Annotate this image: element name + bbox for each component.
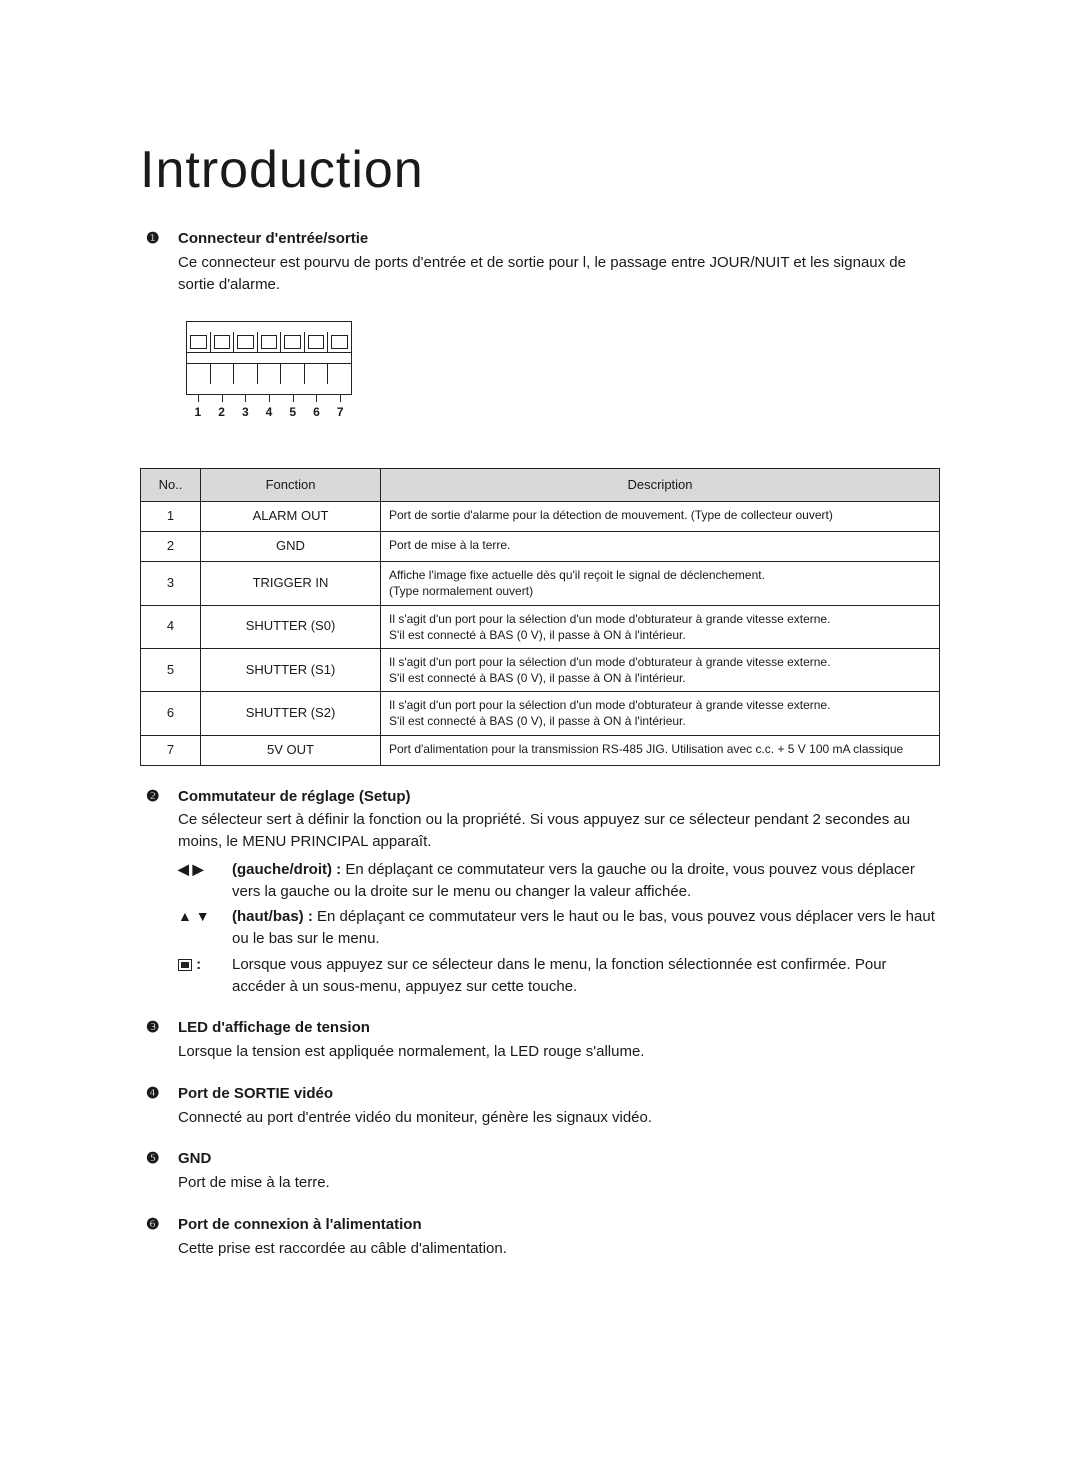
marker-5: ❺	[146, 1148, 164, 1170]
th-no: No..	[141, 468, 201, 502]
cell-fn: SHUTTER (S0)	[201, 605, 381, 648]
section-5-text: Port de mise à la terre.	[178, 1172, 940, 1194]
cell-fn: TRIGGER IN	[201, 562, 381, 605]
cell-desc: Affiche l'image fixe actuelle dès qu'il …	[381, 562, 940, 605]
section-2-title: Commutateur de réglage (Setup)	[178, 786, 411, 808]
switch-left-right: ◀ ▶ (gauche/droit) : En déplaçant ce com…	[178, 859, 940, 903]
table-row: 4SHUTTER (S0)Il s'agit d'un port pour la…	[141, 605, 940, 648]
marker-1: ❶	[146, 228, 164, 250]
th-desc: Description	[381, 468, 940, 502]
cell-fn: 5V OUT	[201, 735, 381, 765]
section-1-text: Ce connecteur est pourvu de ports d'entr…	[178, 252, 940, 296]
marker-4: ❹	[146, 1083, 164, 1105]
section-1-title: Connecteur d'entrée/sortie	[178, 228, 368, 250]
cell-desc: Port de mise à la terre.	[381, 532, 940, 562]
enter-icon: :	[178, 954, 224, 998]
switch-up-down: ▲ ▼ (haut/bas) : En déplaçant ce commuta…	[178, 906, 940, 950]
connector-ticks	[186, 394, 352, 404]
page-title: Introduction	[140, 140, 940, 200]
section-6-text: Cette prise est raccordée au câble d'ali…	[178, 1238, 940, 1260]
cell-desc: Port de sortie d'alarme pour la détectio…	[381, 502, 940, 532]
cell-no: 3	[141, 562, 201, 605]
pin-table: No.. Fonction Description 1ALARM OUTPort…	[140, 468, 940, 766]
marker-6: ❻	[146, 1214, 164, 1236]
cell-no: 7	[141, 735, 201, 765]
cell-no: 4	[141, 605, 201, 648]
cell-desc: Il s'agit d'un port pour la sélection d'…	[381, 648, 940, 691]
cell-fn: GND	[201, 532, 381, 562]
table-row: 3TRIGGER INAffiche l'image fixe actuelle…	[141, 562, 940, 605]
cell-desc: Il s'agit d'un port pour la sélection d'…	[381, 605, 940, 648]
section-3-title: LED d'affichage de tension	[178, 1017, 370, 1039]
section-2-text: Ce sélecteur sert à définir la fonction …	[178, 809, 940, 853]
connector-diagram: 1 2 3 4 5 6 7	[186, 321, 940, 421]
marker-2: ❷	[146, 786, 164, 808]
table-row: 5SHUTTER (S1)Il s'agit d'un port pour la…	[141, 648, 940, 691]
section-4: ❹ Port de SORTIE vidéo Connecté au port …	[140, 1083, 940, 1129]
section-4-text: Connecté au port d'entrée vidéo du monit…	[178, 1107, 940, 1129]
cell-no: 2	[141, 532, 201, 562]
section-3: ❸ LED d'affichage de tension Lorsque la …	[140, 1017, 940, 1063]
cell-fn: SHUTTER (S2)	[201, 692, 381, 735]
cell-no: 1	[141, 502, 201, 532]
table-row: 6SHUTTER (S2)Il s'agit d'un port pour la…	[141, 692, 940, 735]
arrow-left-right-icon: ◀ ▶	[178, 859, 224, 903]
section-5-title: GND	[178, 1148, 211, 1170]
section-6-title: Port de connexion à l'alimentation	[178, 1214, 422, 1236]
cell-fn: SHUTTER (S1)	[201, 648, 381, 691]
section-2: ❷ Commutateur de réglage (Setup) Ce séle…	[140, 786, 940, 998]
section-3-text: Lorsque la tension est appliquée normale…	[178, 1041, 940, 1063]
cell-desc: Port d'alimentation pour la transmission…	[381, 735, 940, 765]
th-fn: Fonction	[201, 468, 381, 502]
cell-fn: ALARM OUT	[201, 502, 381, 532]
table-row: 1ALARM OUTPort de sortie d'alarme pour l…	[141, 502, 940, 532]
switch-center: : Lorsque vous appuyez sur ce sélecteur …	[178, 954, 940, 998]
table-row: 75V OUTPort d'alimentation pour la trans…	[141, 735, 940, 765]
section-6: ❻ Port de connexion à l'alimentation Cet…	[140, 1214, 940, 1260]
cell-no: 5	[141, 648, 201, 691]
cell-no: 6	[141, 692, 201, 735]
cell-desc: Il s'agit d'un port pour la sélection d'…	[381, 692, 940, 735]
table-row: 2GNDPort de mise à la terre.	[141, 532, 940, 562]
arrow-up-down-icon: ▲ ▼	[178, 906, 224, 950]
marker-3: ❸	[146, 1017, 164, 1039]
section-1: ❶ Connecteur d'entrée/sortie Ce connecte…	[140, 228, 940, 766]
section-5: ❺ GND Port de mise à la terre.	[140, 1148, 940, 1194]
section-4-title: Port de SORTIE vidéo	[178, 1083, 333, 1105]
connector-numbers: 1 2 3 4 5 6 7	[186, 404, 352, 421]
